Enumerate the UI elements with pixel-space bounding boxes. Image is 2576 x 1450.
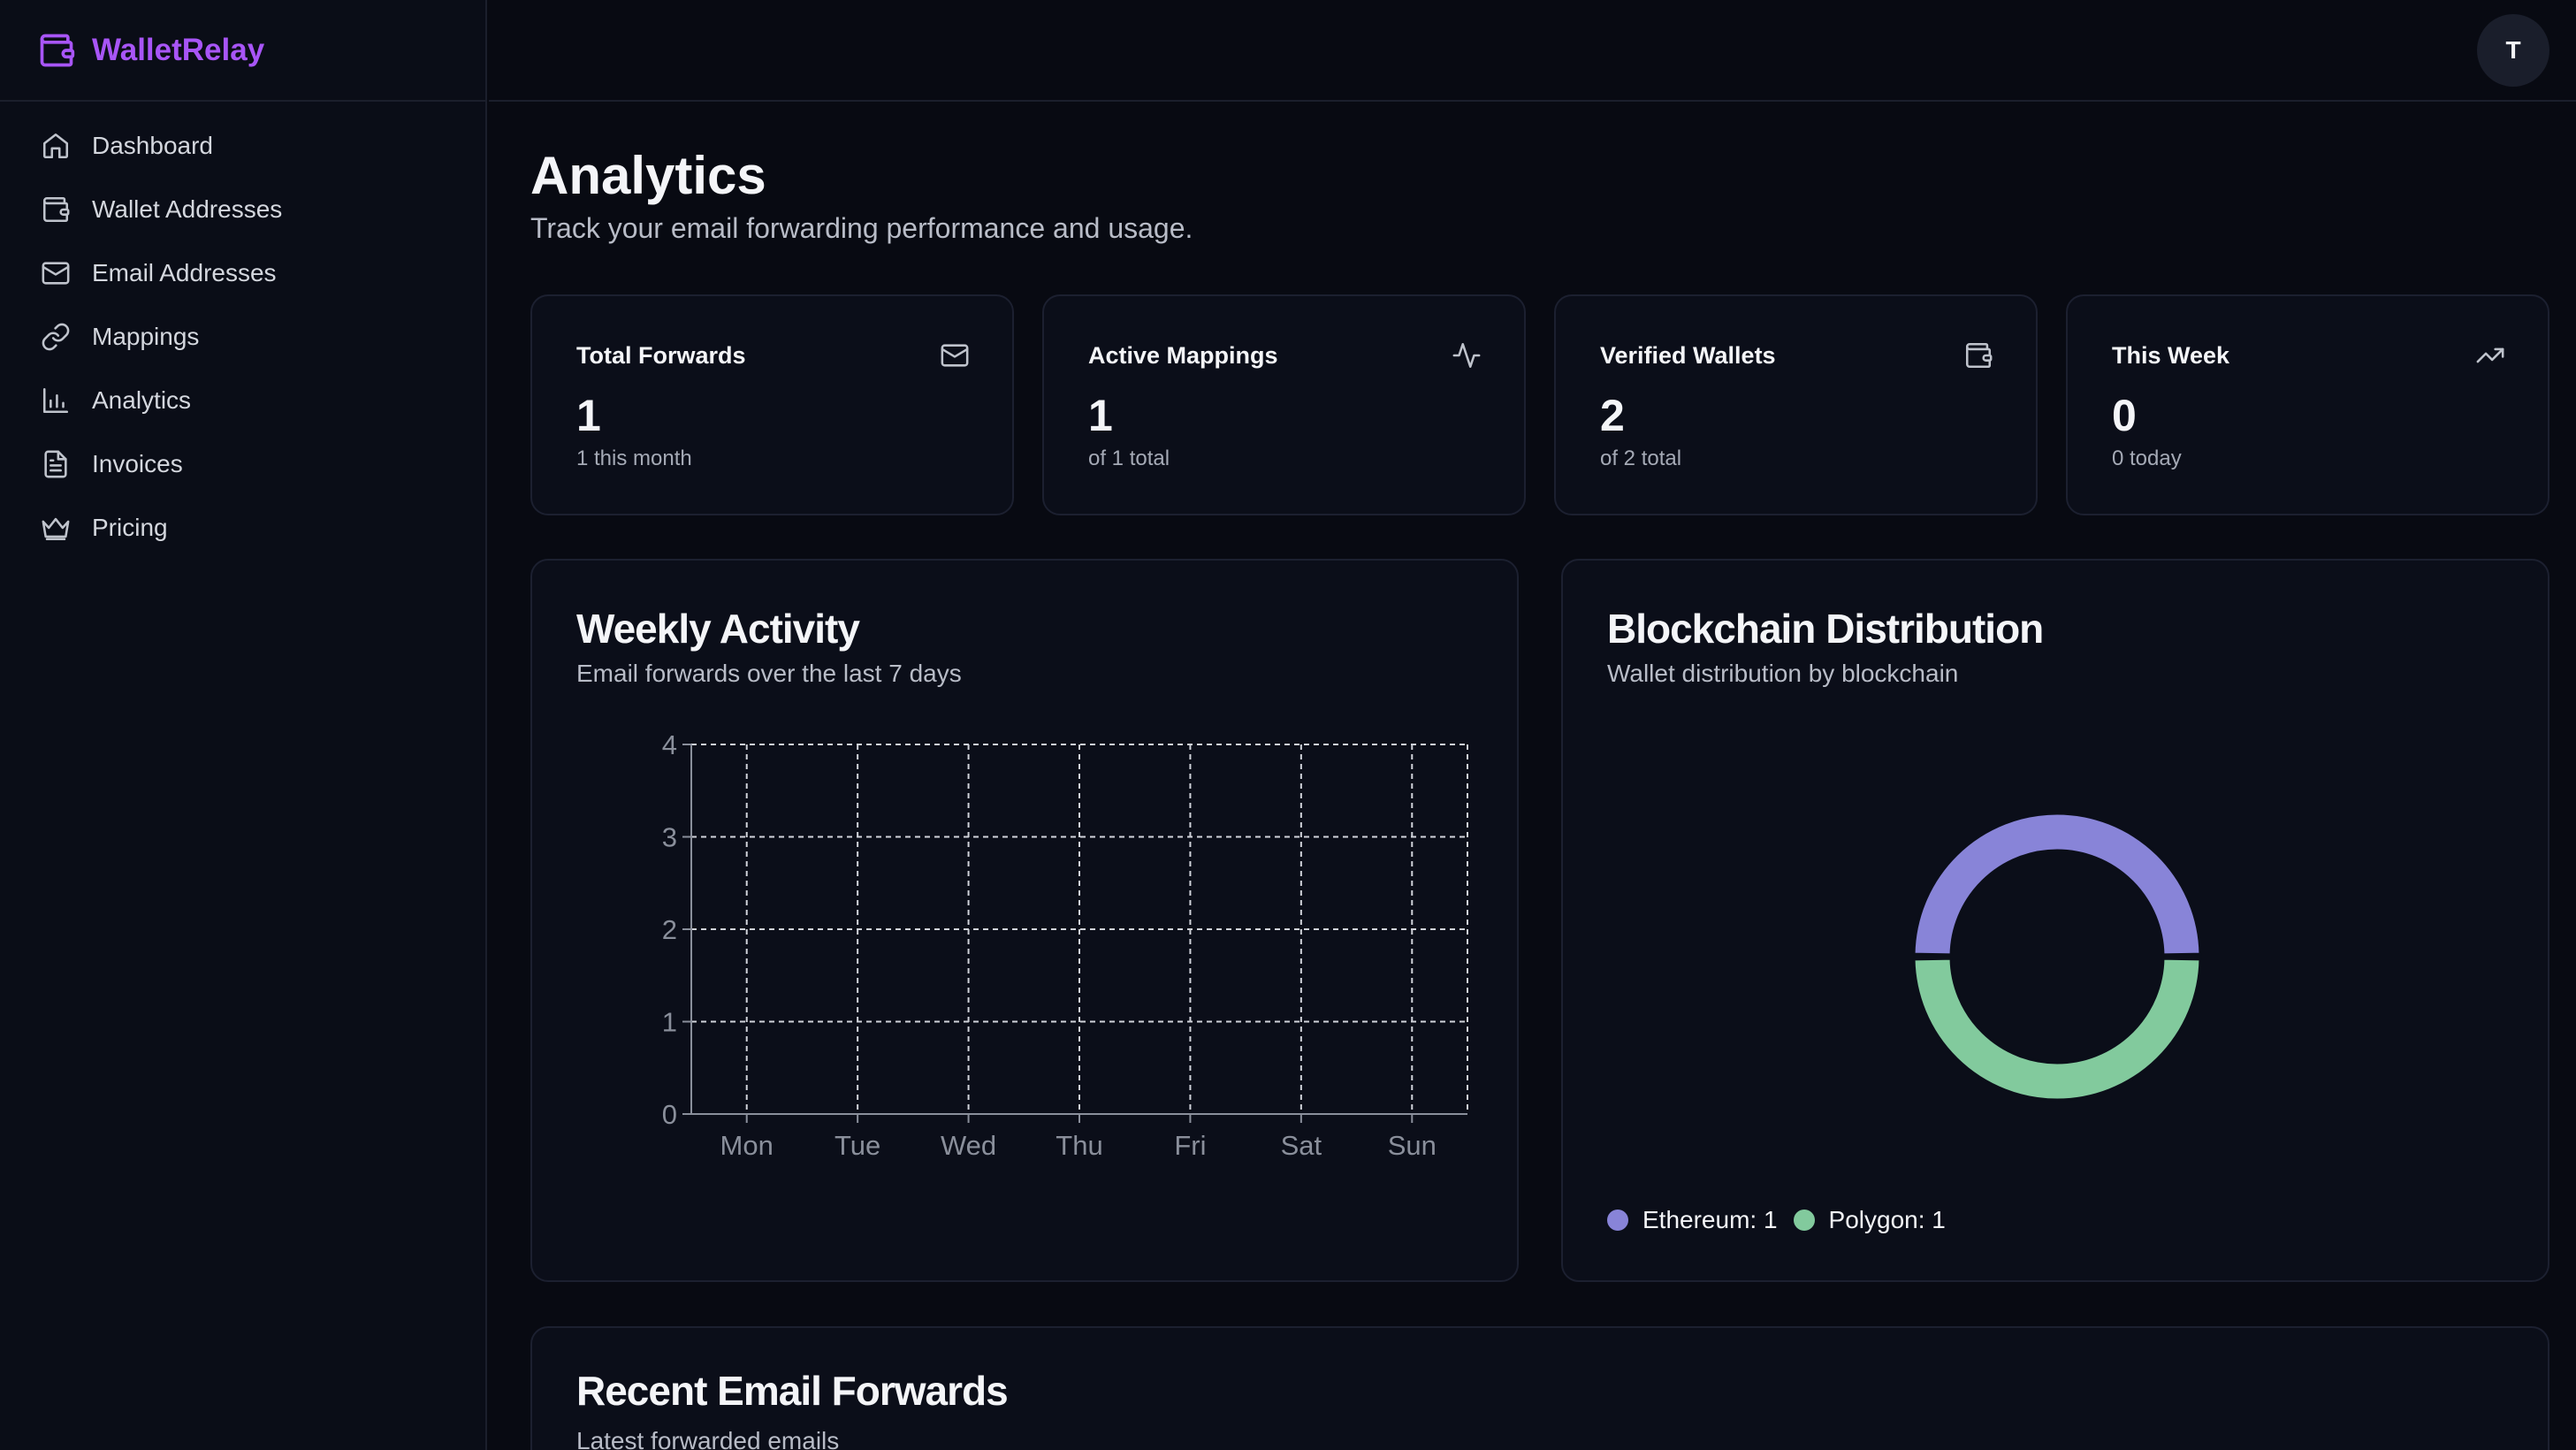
legend-dot-polygon [1793, 1210, 1815, 1231]
x-tick-label: Mon [720, 1130, 774, 1161]
stat-note: 1 this month [576, 446, 692, 470]
y-tick-label: 0 [662, 1099, 677, 1130]
stat-value: 1 [1088, 391, 1113, 440]
donut-slice-polygon [1912, 957, 2202, 1102]
sidebar-item-label: Analytics [92, 386, 192, 414]
blockchain-donut-chart [1912, 812, 2202, 1102]
mail-icon [42, 262, 70, 285]
stat-title: Verified Wallets [1600, 342, 1776, 369]
brand[interactable]: WalletRelay [0, 0, 485, 102]
recent-forwards-card: Recent Email Forwards Latest forwarded e… [530, 1326, 2549, 1450]
sidebar: WalletRelay Dashboard Wallet Addresses [0, 0, 487, 1450]
page-subtitle: Track your email forwarding performance … [530, 212, 1193, 244]
sidebar-item-wallet-addresses[interactable]: Wallet Addresses [0, 178, 485, 241]
sidebar-item-email-addresses[interactable]: Email Addresses [0, 241, 485, 305]
stat-value: 2 [1600, 391, 1625, 440]
stat-note: of 1 total [1088, 446, 1170, 470]
avatar[interactable]: T [2477, 14, 2549, 87]
y-tick-label: 3 [662, 822, 677, 853]
bar-chart-icon [42, 387, 69, 414]
wallet-icon [42, 196, 70, 223]
weekly-activity-chart: 0 1 2 3 4 Mon Tue Wed Thu Fri Sat Sun [662, 729, 1468, 1161]
stat-note: 0 today [2112, 446, 2182, 470]
sidebar-item-mappings[interactable]: Mappings [0, 305, 485, 369]
crown-icon [42, 517, 70, 541]
legend-label-ethereum: Ethereum: 1 [1642, 1206, 1778, 1233]
sidebar-item-label: Mappings [92, 323, 200, 350]
link-icon [42, 323, 70, 351]
top-bar: T [489, 0, 2576, 102]
stat-title: Active Mappings [1088, 342, 1278, 369]
sidebar-item-invoices[interactable]: Invoices [0, 432, 485, 496]
chart-grid: 0 1 2 3 4 Mon Tue Wed Thu Fri Sat Sun [662, 729, 1468, 1161]
file-text-icon [44, 450, 67, 478]
stat-title: Total Forwards [576, 342, 746, 369]
blockchain-distribution-title: Blockchain Distribution [1607, 606, 2044, 652]
x-tick-label: Tue [835, 1130, 880, 1161]
stat-note: of 2 total [1600, 446, 1682, 470]
page-title: Analytics [530, 146, 766, 205]
legend-dot-ethereum [1607, 1210, 1628, 1231]
weekly-activity-card: Weekly Activity Email forwards over the … [530, 559, 1519, 1282]
y-tick-label: 1 [662, 1007, 677, 1038]
trending-up-icon [2476, 347, 2504, 363]
stat-title: This Week [2112, 342, 2230, 369]
stat-card-verified-wallets: Verified Wallets 2 of 2 total [1554, 294, 2038, 515]
blockchain-distribution-card: Blockchain Distribution Wallet distribut… [1561, 559, 2549, 1282]
weekly-activity-title: Weekly Activity [576, 606, 860, 652]
stat-card-total-forwards: Total Forwards 1 1 this month [530, 294, 1014, 515]
sidebar-item-label: Wallet Addresses [92, 195, 283, 223]
stat-card-this-week: This Week 0 0 today [2066, 294, 2549, 515]
stat-value: 0 [2112, 391, 2137, 440]
wallet-icon [1965, 342, 1993, 369]
stat-card-active-mappings: Active Mappings 1 of 1 total [1042, 294, 1526, 515]
recent-forwards-subtitle: Latest forwarded emails [576, 1427, 840, 1450]
activity-icon [1452, 342, 1481, 369]
x-tick-label: Sat [1281, 1130, 1322, 1161]
sidebar-nav: Dashboard Wallet Addresses Email Address… [0, 102, 485, 560]
chart-legend: Ethereum: 1 Polygon: 1 [1607, 1206, 1962, 1234]
mail-icon [941, 344, 969, 367]
sidebar-item-analytics[interactable]: Analytics [0, 369, 485, 432]
x-tick-label: Fri [1174, 1130, 1206, 1161]
sidebar-item-label: Email Addresses [92, 259, 277, 286]
x-tick-label: Sun [1388, 1130, 1437, 1161]
donut-slice-ethereum [1912, 812, 2202, 957]
brand-name: WalletRelay [92, 32, 265, 67]
home-icon [42, 133, 69, 159]
recent-forwards-title: Recent Email Forwards [576, 1368, 1009, 1414]
stat-value: 1 [576, 391, 601, 440]
weekly-activity-subtitle: Email forwards over the last 7 days [576, 660, 962, 687]
sidebar-item-label: Invoices [92, 450, 183, 477]
sidebar-item-dashboard[interactable]: Dashboard [0, 114, 485, 178]
y-tick-label: 4 [662, 729, 677, 760]
x-tick-label: Thu [1056, 1130, 1102, 1161]
legend-label-polygon: Polygon: 1 [1828, 1206, 1946, 1233]
sidebar-item-label: Pricing [92, 514, 168, 541]
sidebar-item-pricing[interactable]: Pricing [0, 496, 485, 560]
blockchain-distribution-subtitle: Wallet distribution by blockchain [1607, 660, 1959, 687]
x-tick-label: Wed [941, 1130, 996, 1161]
wallet-logo-icon [40, 34, 75, 66]
y-tick-label: 2 [662, 914, 677, 945]
sidebar-item-label: Dashboard [92, 132, 213, 159]
